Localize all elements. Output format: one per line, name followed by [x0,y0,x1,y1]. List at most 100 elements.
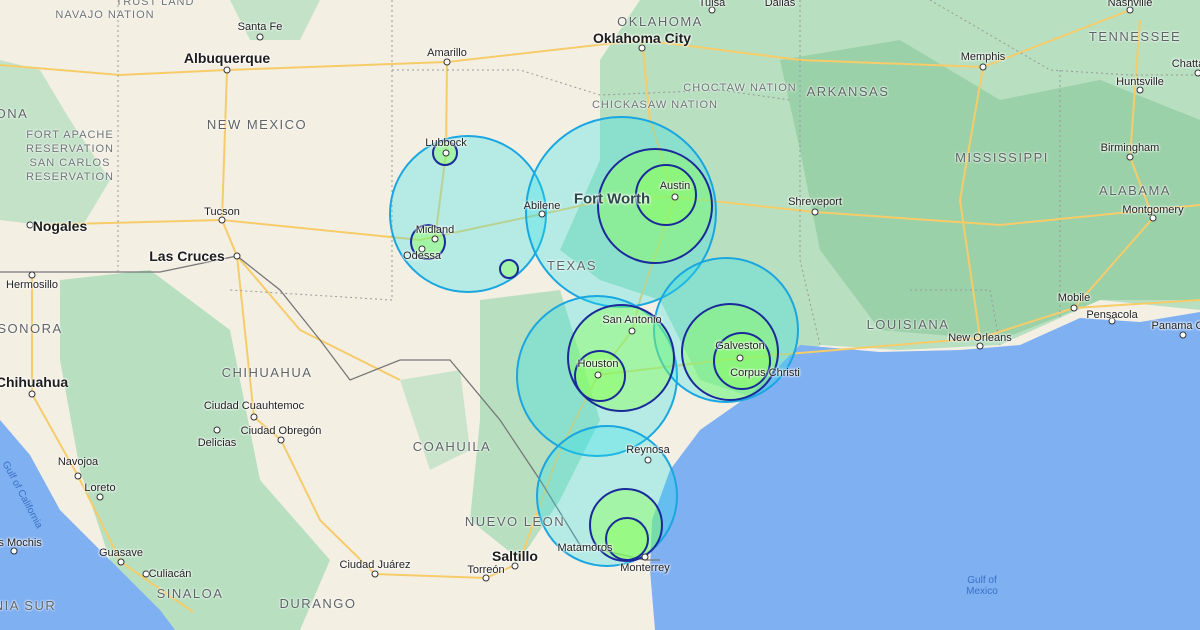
city-marker-icon[interactable] [482,574,490,582]
city-marker-icon[interactable] [736,354,744,362]
city-marker-icon[interactable] [74,472,82,480]
city-label-shreveport[interactable]: Shreveport [788,196,842,208]
city-label-austin[interactable]: Austin [659,180,691,192]
city-marker-icon[interactable] [442,149,450,157]
city-marker-icon[interactable] [511,562,519,570]
city-label-fort-worth[interactable]: Fort Worth [573,190,651,208]
city-label-birmingham[interactable]: Birmingham [1100,142,1160,154]
radius-core-houston[interactable] [713,332,771,390]
city-label-mobile[interactable]: Mobile [1057,292,1091,304]
city-marker-icon[interactable] [218,216,226,224]
city-label-panama-city[interactable]: Panama City [1151,320,1200,332]
city-marker-icon[interactable] [708,6,716,14]
city-marker-icon[interactable] [628,327,636,335]
city-label-los-mochis[interactable]: Los Mochis [0,537,42,549]
city-label-amarillo[interactable]: Amarillo [427,47,467,59]
city-label-san-antonio[interactable]: San Antonio [602,314,662,326]
city-marker-icon[interactable] [443,58,451,66]
city-label-corpus-christi[interactable]: Corpus Christi [730,367,800,379]
city-marker-icon[interactable] [1126,153,1134,161]
city-marker-icon[interactable] [976,342,984,350]
city-label-nashville[interactable]: Nashville [1107,0,1153,9]
city-label-reynosa[interactable]: Reynosa [626,444,670,456]
city-label-oklahoma-city[interactable]: Oklahoma City [592,30,692,46]
city-label-houston[interactable]: Houston [577,358,619,370]
city-label-abilene[interactable]: Abilene [523,200,561,212]
radius-core-valley[interactable] [605,517,649,561]
city-label-tucson[interactable]: Tucson [204,206,240,218]
city-label-guasave[interactable]: Guasave [98,547,144,559]
city-label-culiaca-n[interactable]: Culiacán [148,568,192,580]
city-marker-icon[interactable] [1136,86,1144,94]
radius-inner-valley[interactable] [589,488,663,562]
city-label-albuquerque[interactable]: Albuquerque [183,50,271,66]
city-label-midland[interactable]: Midland [415,224,455,236]
city-marker-icon[interactable] [638,44,646,52]
city-label-pensacola[interactable]: Pensacola [1086,309,1138,321]
city-label-galveston[interactable]: Galveston [715,340,765,352]
city-label-chatta[interactable]: Chatta [1171,58,1200,70]
city-label-santa-fe[interactable]: Santa Fe [237,21,283,33]
city-label-huntsville[interactable]: Huntsville [1116,76,1164,88]
city-label-tulsa[interactable]: Tulsa [698,0,726,9]
city-label-hermosillo[interactable]: Hermosillo [6,279,58,291]
city-label-matamoros[interactable]: Matamoros [557,542,613,554]
city-label-ciudad-cuauhtemoc[interactable]: Ciudad Cuauhtemoc [203,400,305,412]
city-label-torreo-n[interactable]: Torreón [467,564,505,576]
radius-outer-houston[interactable] [653,257,799,403]
radius-inner-san-antonio[interactable] [567,304,675,412]
radius-outer-rio-grande-valley[interactable] [536,425,678,567]
city-label-memphis[interactable]: Memphis [960,51,1006,63]
city-marker-icon[interactable] [641,553,649,561]
city-marker-icon[interactable] [671,193,679,201]
city-label-navojoa[interactable]: Navojoa [57,456,99,468]
city-label-chihuahua[interactable]: Chihuahua [0,374,69,390]
city-marker-icon[interactable] [10,547,18,555]
city-marker-icon[interactable] [26,221,34,229]
city-marker-icon[interactable] [1126,6,1134,14]
city-marker-icon[interactable] [256,33,264,41]
radius-small-west-texas[interactable] [499,259,519,279]
city-label-montgomery[interactable]: Montgomery [1122,204,1184,216]
city-marker-icon[interactable] [1179,331,1187,339]
city-label-saltillo[interactable]: Saltillo [492,548,538,564]
city-marker-icon[interactable] [811,208,819,216]
city-marker-icon[interactable] [1108,317,1116,325]
city-marker-icon[interactable] [1070,304,1078,312]
city-marker-icon[interactable] [979,63,987,71]
city-label-delicias[interactable]: Delicias [197,437,237,449]
radius-inner-dallas[interactable] [597,148,713,264]
city-marker-icon[interactable] [644,456,652,464]
city-label-loreto[interactable]: Loreto [84,482,116,494]
radius-outer-west-texas[interactable] [389,135,547,293]
city-marker-icon[interactable] [1149,214,1157,222]
city-marker-icon[interactable] [223,66,231,74]
city-marker-icon[interactable] [142,570,150,578]
city-marker-icon[interactable] [538,210,546,218]
city-marker-icon[interactable] [371,570,379,578]
city-label-monterrey[interactable]: Monterrey [620,562,670,574]
city-marker-icon[interactable] [418,245,426,253]
city-label-las-cruces[interactable]: Las Cruces [149,248,225,264]
city-label-odessa[interactable]: Odessa [403,250,441,262]
city-label-ciudad-jua-rez[interactable]: Ciudad Juárez [339,559,411,571]
city-marker-icon[interactable] [28,271,36,279]
city-label-lubbock[interactable]: Lubbock [425,137,467,149]
city-marker-icon[interactable] [277,436,285,444]
city-marker-icon[interactable] [213,426,221,434]
city-marker-icon[interactable] [431,235,439,243]
city-marker-icon[interactable] [250,413,258,421]
city-marker-icon[interactable] [594,371,602,379]
city-label-nogales[interactable]: Nogales [32,218,88,234]
city-marker-icon[interactable] [28,390,36,398]
radius-inner-houston[interactable] [681,303,779,401]
city-label-dallas[interactable]: Dallas [764,0,796,9]
city-label-ciudad-obrego-n[interactable]: Ciudad Obregón [240,425,322,437]
city-marker-icon[interactable] [96,493,104,501]
city-marker-icon[interactable] [117,558,125,566]
city-marker-icon[interactable] [1194,69,1200,77]
city-label-new-orleans[interactable]: New Orleans [948,332,1012,344]
city-marker-icon[interactable] [233,252,241,260]
radius-core-dallas[interactable] [635,164,697,226]
